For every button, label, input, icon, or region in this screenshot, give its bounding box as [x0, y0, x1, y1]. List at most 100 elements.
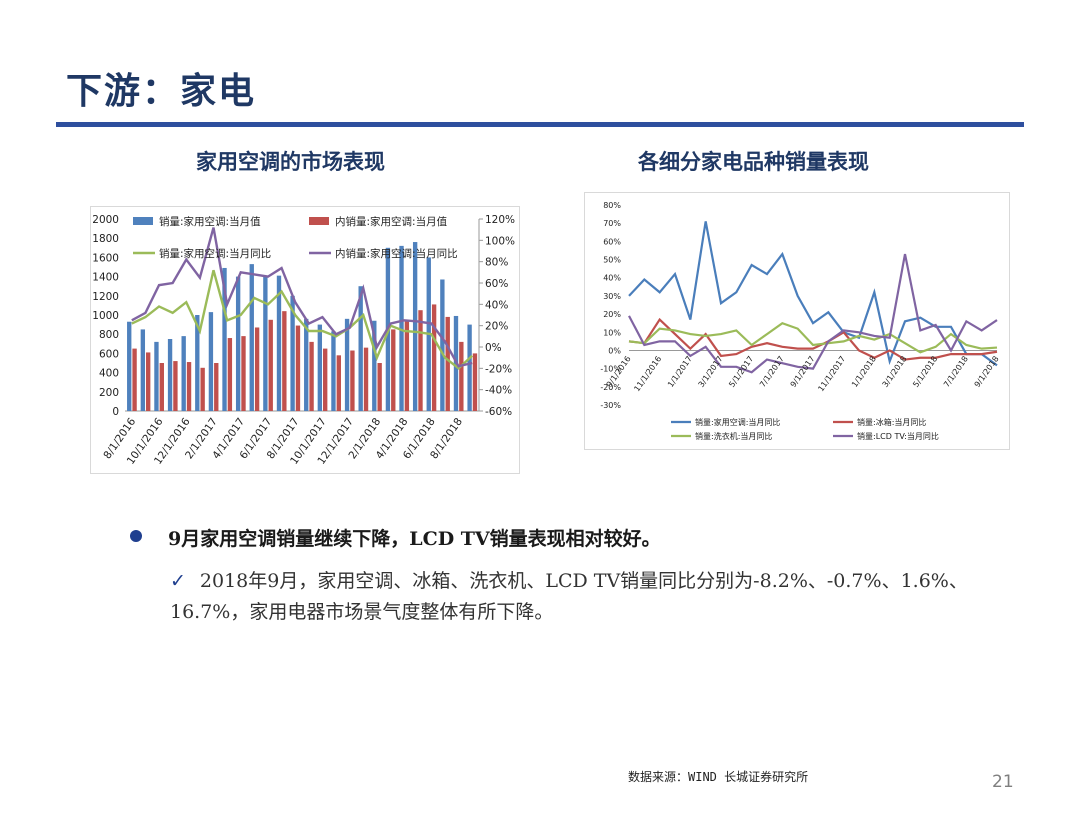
series-line [628, 253, 998, 374]
bar [208, 312, 214, 411]
bar [467, 324, 472, 411]
bullet-dot-icon [130, 530, 142, 542]
y-tick-label: 80% [603, 201, 621, 210]
y-tick-label: 20% [603, 310, 621, 319]
y-right-tick-label: 100% [485, 235, 515, 247]
bar [399, 245, 404, 411]
bar [350, 350, 355, 411]
bar [249, 264, 254, 411]
y-right-tick-label: -20% [485, 363, 512, 375]
y-tick-label: -30% [600, 401, 621, 410]
bar [472, 353, 478, 411]
x-tick-label: 9/1/2017 [789, 354, 817, 389]
y-tick-label: 30% [603, 292, 621, 301]
appliance-sales-chart: 80% 70% 60% 50% 40% 30% 20% 10% 0% -10% -20% -30% 9/… [584, 192, 1010, 450]
legend-label: 销量:家用空调:当月同比 [159, 247, 271, 260]
title-rule [56, 122, 1024, 127]
bar [154, 341, 159, 411]
check-icon: ✓ [170, 570, 186, 592]
bar [331, 331, 336, 411]
y-tick-label: 60% [603, 237, 621, 246]
bar [363, 347, 369, 411]
bar [146, 352, 151, 411]
legend-label: 销量:冰箱:当月同比 [857, 417, 926, 427]
y-tick-label: 40% [603, 274, 621, 283]
bar [412, 242, 418, 411]
legend-swatch [133, 217, 153, 225]
ac-market-chart: 2000 1800 1600 1400 1200 1000 800 600 400 200 0 120… [90, 206, 520, 474]
bar [173, 361, 178, 411]
y-left-tick-label: 1400 [92, 272, 119, 284]
bar [181, 336, 186, 411]
bar [241, 336, 246, 411]
slide-title: 下游：家电 [66, 71, 257, 112]
y-tick-label: 10% [603, 328, 621, 337]
x-tick-label: 1/1/2018 [850, 354, 878, 389]
y-right-tick-label: -40% [485, 385, 512, 397]
x-tick-label: 1/1/2017 [666, 354, 694, 389]
legend-label: 销量:家用空调:当月同比 [695, 417, 780, 427]
bar [254, 327, 260, 411]
bar [290, 295, 295, 411]
bar [282, 311, 287, 411]
x-tick-label: 7/1/2018 [942, 354, 970, 389]
bar [268, 319, 273, 411]
bar [440, 279, 445, 411]
legend-label: 内销量:家用空调:当月同比 [335, 247, 458, 260]
y-right-tick-label: 40% [485, 299, 508, 311]
y-left-tick-label: 200 [99, 387, 119, 399]
y-left-tick-label: 1000 [92, 310, 119, 322]
bar [167, 339, 173, 411]
page-number: 21 [992, 772, 1014, 792]
bar [186, 362, 192, 411]
series-line [131, 227, 473, 368]
bar [418, 310, 423, 411]
bar [404, 320, 410, 411]
bar [227, 338, 233, 411]
y-right-tick-label: 120% [485, 214, 515, 226]
legend-label: 销量:LCD TV:当月同比 [857, 431, 939, 441]
bar [127, 321, 132, 411]
y-left-tick-label: 0 [112, 406, 119, 418]
y-left-tick-label: 400 [99, 368, 119, 380]
bar [140, 329, 146, 411]
bar [391, 329, 396, 411]
y-left-tick-label: 600 [99, 348, 119, 360]
y-right-tick-label: 80% [485, 257, 508, 269]
bar [304, 318, 309, 411]
data-source: 数据来源：WIND 长城证券研究所 [628, 770, 809, 784]
bar [309, 341, 314, 411]
y-left-tick-label: 1600 [92, 252, 119, 264]
bar [317, 324, 323, 411]
y-tick-label: 50% [603, 256, 621, 265]
bar [431, 304, 437, 411]
y-left-tick-label: 1200 [92, 291, 119, 303]
y-left-tick-label: 1800 [92, 233, 119, 245]
x-tick-label: 11/1/2017 [816, 354, 847, 393]
legend-label: 销量:洗衣机:当月同比 [695, 431, 772, 441]
bar [336, 355, 341, 411]
bar [323, 348, 328, 411]
ac-market-chart-svg: 2000180016001400120010008006004002000120… [92, 214, 515, 467]
series-line [628, 321, 998, 354]
x-tick-label: 3/1/2018 [881, 354, 909, 389]
bar [195, 315, 200, 411]
x-tick-label: 9/1/2018 [973, 354, 1001, 389]
bar [377, 363, 382, 411]
y-right-tick-label: 60% [485, 278, 508, 290]
bullet-text: 9月家用空调销量继续下降，LCD TV销量表现相对较好。 [168, 528, 661, 550]
bar [358, 286, 363, 411]
x-tick-label: 3/1/2017 [697, 354, 725, 389]
series-line [628, 317, 998, 361]
bar [445, 316, 450, 411]
y-right-tick-label: 20% [485, 321, 508, 333]
y-tick-label: -20% [600, 383, 621, 392]
x-tick-label: 11/1/2016 [632, 354, 663, 393]
chart1-title: 家用空调的市场表现 [196, 149, 385, 174]
y-right-tick-label: 0% [485, 342, 502, 354]
appliance-sales-chart-svg: 80% 70% 60% 50% 40% 30% 20% 10% 0% -10% -20% -30% 9/… [600, 201, 1001, 441]
bar [214, 363, 219, 411]
legend-swatch [309, 217, 329, 225]
legend-label: 内销量:家用空调:当月值 [335, 215, 448, 228]
bar [222, 267, 227, 411]
